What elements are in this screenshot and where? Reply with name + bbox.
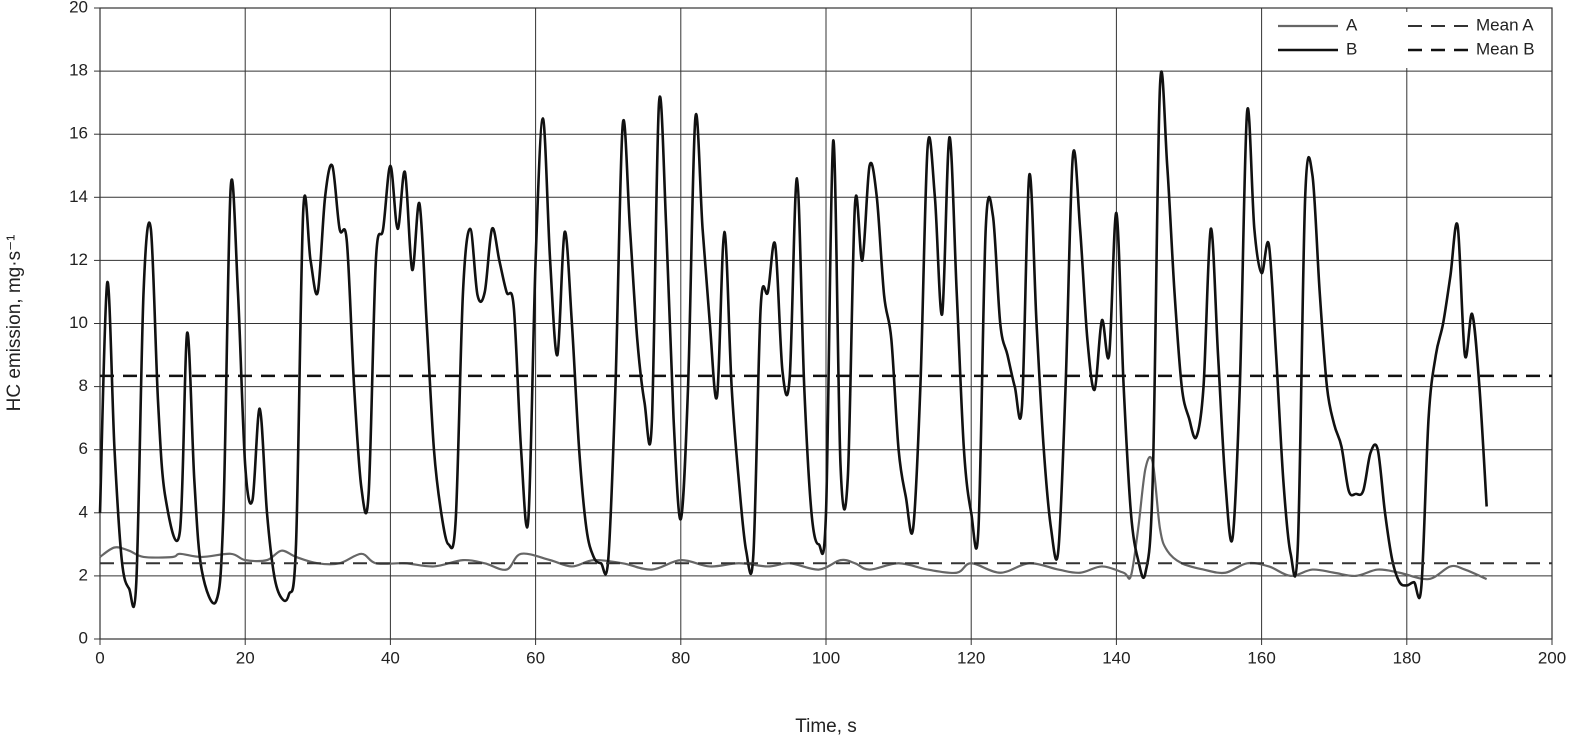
- x-axis-title: Time, s: [795, 716, 857, 737]
- y-tick-label: 10: [69, 313, 88, 332]
- x-tick-label: 80: [671, 648, 690, 667]
- y-tick-label: 0: [79, 628, 88, 647]
- y-tick-label: 18: [69, 61, 88, 80]
- legend-box: [1268, 12, 1546, 68]
- x-tick-label: 140: [1102, 648, 1130, 667]
- y-tick-label: 4: [79, 502, 88, 521]
- plot-frame: [99, 7, 1553, 640]
- series-line: [98, 70, 1488, 609]
- legend-label: Mean B: [1476, 39, 1535, 58]
- x-tick-label: 40: [381, 648, 400, 667]
- legend-label: Mean A: [1476, 15, 1534, 34]
- x-tick-label: 20: [236, 648, 255, 667]
- y-tick-label: 16: [69, 124, 88, 143]
- y-tick-label: 6: [79, 439, 88, 458]
- legend-label: B: [1346, 39, 1357, 58]
- y-tick-label: 12: [69, 250, 88, 269]
- x-tick-label: 120: [957, 648, 985, 667]
- y-axis-title: HC emission, mg·s⁻¹: [4, 235, 25, 412]
- x-tick-label: 200: [1538, 648, 1566, 667]
- x-tick-label: 0: [95, 648, 104, 667]
- y-tick-label: 20: [69, 0, 88, 16]
- x-tick-label: 60: [526, 648, 545, 667]
- y-tick-label: 2: [79, 565, 88, 584]
- legend-label: A: [1346, 15, 1358, 34]
- x-tick-label: 160: [1247, 648, 1275, 667]
- y-tick-label: 8: [79, 376, 88, 395]
- x-tick-label: 100: [812, 648, 840, 667]
- y-tick-label: 14: [69, 187, 88, 206]
- x-tick-label: 180: [1393, 648, 1421, 667]
